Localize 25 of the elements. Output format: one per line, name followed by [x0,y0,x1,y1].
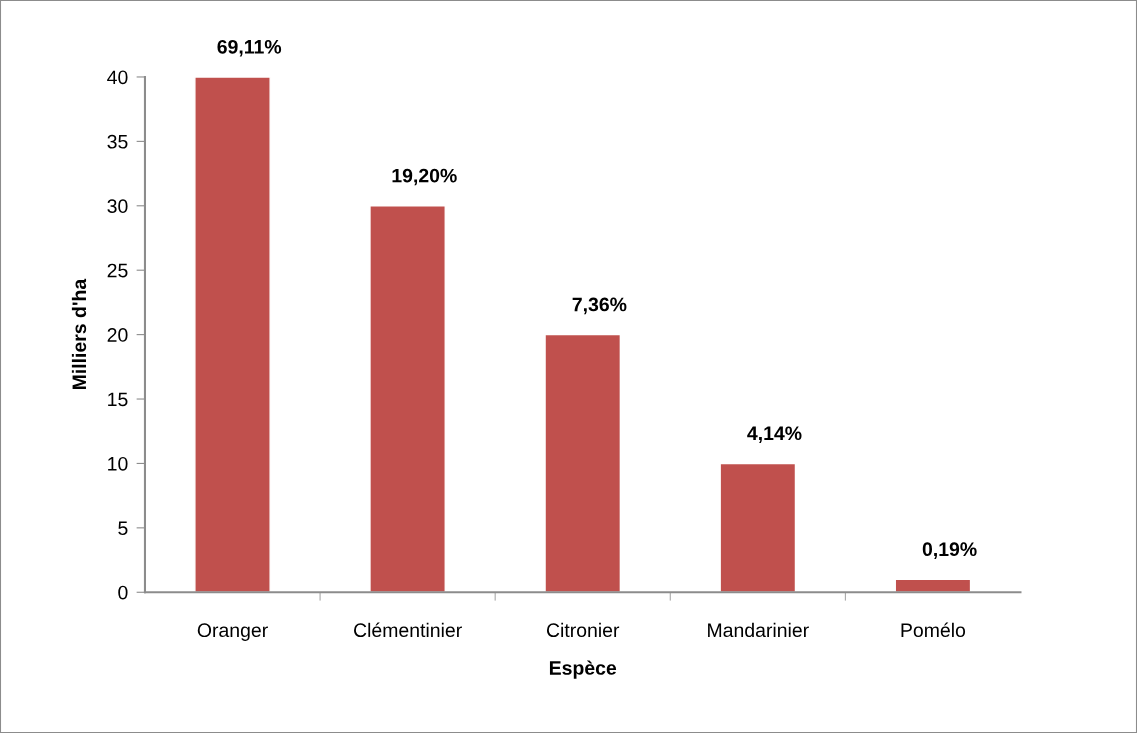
y-tick-label: 5 [118,521,128,536]
x-tick-label: Clémentinier [354,622,462,638]
bar [369,205,446,593]
annotation: 0,19% [922,542,977,559]
annotation: 19,20% [392,168,457,186]
y-tick-label: 10 [108,456,128,471]
bar [544,333,622,593]
y-axis-title: Milliers d'ha [71,278,87,390]
annotation: 69,11% [217,39,282,57]
x-axis-title: Espèce [549,660,617,679]
bar [719,462,797,593]
x-tick-label: Pomélo [901,622,966,638]
y-tick-label: 30 [107,199,128,214]
bar [194,76,271,593]
y-tick-label: 35 [107,134,128,149]
x-tick-label: Mandarinier [708,622,809,638]
annotation: 4,14% [747,426,802,443]
y-tick-label: 20 [107,328,128,342]
annotation: 7,36% [572,297,627,315]
x-tick-label: Citronier [546,622,620,638]
y-tick-label: 40 [107,70,128,85]
y-tick-label: 25 [107,263,128,278]
y-tick-label: 15 [108,392,128,407]
x-tick-label: Oranger [197,623,268,641]
y-tick-label: 0 [118,585,128,600]
